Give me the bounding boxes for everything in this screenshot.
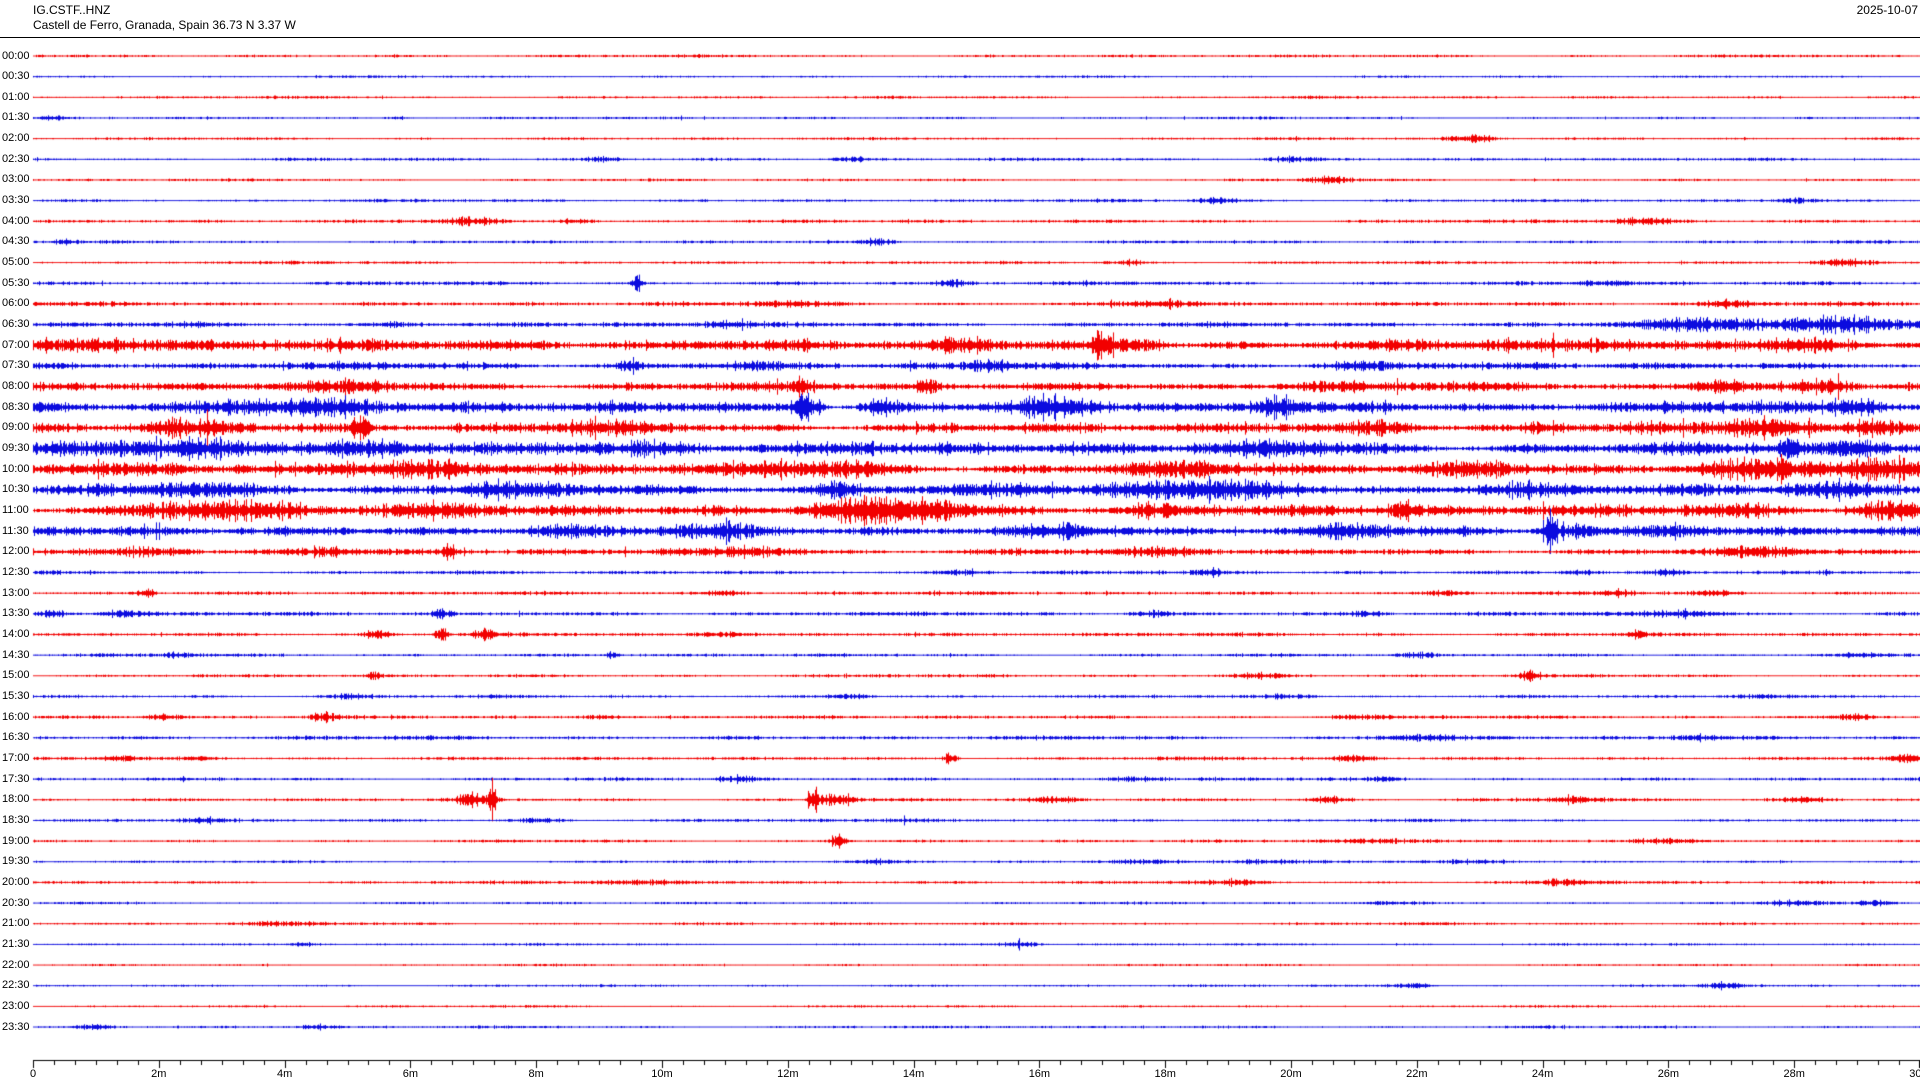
row-time-label: 15:00 xyxy=(2,669,30,682)
row-time-label: 16:30 xyxy=(2,731,30,744)
row-time-label: 02:30 xyxy=(2,152,30,165)
row-time-label: 03:30 xyxy=(2,194,30,207)
station-location: Castell de Ferro, Granada, Spain 36.73 N… xyxy=(33,18,296,32)
row-time-label: 19:30 xyxy=(2,855,30,868)
row-time-label: 18:30 xyxy=(2,813,30,826)
station-code: IG.CSTF..HNZ xyxy=(33,3,111,17)
row-time-label: 11:30 xyxy=(2,524,29,537)
minute-tick-label: 20m xyxy=(1280,1068,1302,1080)
row-time-label: 23:00 xyxy=(2,999,30,1012)
row-time-label: 19:00 xyxy=(2,834,30,847)
minute-tick-label: 18m xyxy=(1154,1068,1176,1080)
row-time-label: 17:00 xyxy=(2,751,30,764)
row-time-label: 13:30 xyxy=(2,607,30,620)
row-time-label: 23:30 xyxy=(2,1020,30,1033)
row-time-label: 05:00 xyxy=(2,256,30,269)
row-time-label: 04:00 xyxy=(2,214,30,227)
row-time-label: 22:30 xyxy=(2,979,30,992)
row-time-label: 21:00 xyxy=(2,917,30,930)
minute-tick-label: 24m xyxy=(1531,1068,1554,1080)
row-time-label: 06:00 xyxy=(2,297,30,310)
row-time-label: 04:30 xyxy=(2,235,30,248)
row-time-label: 01:00 xyxy=(2,90,30,103)
row-time-label: 09:30 xyxy=(2,442,30,455)
row-time-label: 10:00 xyxy=(2,462,30,475)
row-time-label: 18:00 xyxy=(2,793,30,806)
row-time-label: 08:30 xyxy=(2,400,30,413)
row-time-label: 20:00 xyxy=(2,875,30,888)
row-time-label: 07:30 xyxy=(2,359,30,372)
minute-tick-label: 12m xyxy=(777,1068,799,1080)
row-time-label: 06:30 xyxy=(2,318,30,331)
row-time-label: 02:00 xyxy=(2,132,30,145)
row-time-label: 13:00 xyxy=(2,586,30,599)
row-time-label: 21:30 xyxy=(2,937,30,950)
minute-tick-label: 6m xyxy=(402,1068,419,1080)
row-time-label: 16:00 xyxy=(2,710,30,723)
row-time-label: 12:00 xyxy=(2,545,30,558)
header: IG.CSTF..HNZ Castell de Ferro, Granada, … xyxy=(33,3,296,33)
row-time-label: 12:30 xyxy=(2,566,30,578)
row-time-label: 08:00 xyxy=(2,380,30,393)
row-time-label: 14:00 xyxy=(2,627,30,640)
minute-tick-label: 8m xyxy=(528,1068,544,1080)
row-time-label: 07:00 xyxy=(2,338,30,351)
row-time-label: 15:30 xyxy=(2,689,30,702)
minute-tick-label: 14m xyxy=(902,1068,925,1080)
row-time-label: 09:00 xyxy=(2,421,30,434)
minute-tick-label: 30m xyxy=(1909,1068,1920,1080)
row-time-label: 17:30 xyxy=(2,772,30,785)
minute-tick-label: 4m xyxy=(276,1068,293,1080)
row-time-label: 01:30 xyxy=(2,111,30,124)
minute-tick-label: 0 xyxy=(29,1068,37,1080)
minute-tick-label: 2m xyxy=(151,1068,167,1080)
minute-tick-label: 26m xyxy=(1657,1068,1680,1080)
row-time-label: 22:00 xyxy=(2,958,30,971)
row-time-label: 03:00 xyxy=(2,173,30,186)
row-time-label: 00:30 xyxy=(2,70,30,83)
minute-tick-label: 10m xyxy=(651,1068,673,1080)
row-time-label: 14:30 xyxy=(2,648,30,661)
row-time-label: 10:30 xyxy=(2,483,30,496)
minute-tick-label: 16m xyxy=(1028,1068,1051,1080)
minute-tick-label: 28m xyxy=(1783,1068,1805,1080)
row-time-label: 00:00 xyxy=(2,49,30,62)
row-time-label: 11:00 xyxy=(2,504,29,517)
plot-date: 2025-10-07 xyxy=(1856,3,1918,17)
minute-tick-label: 22m xyxy=(1406,1068,1428,1080)
row-time-label: 20:30 xyxy=(2,896,30,909)
row-time-label: 05:30 xyxy=(2,276,30,289)
header-separator-line xyxy=(0,37,1920,38)
